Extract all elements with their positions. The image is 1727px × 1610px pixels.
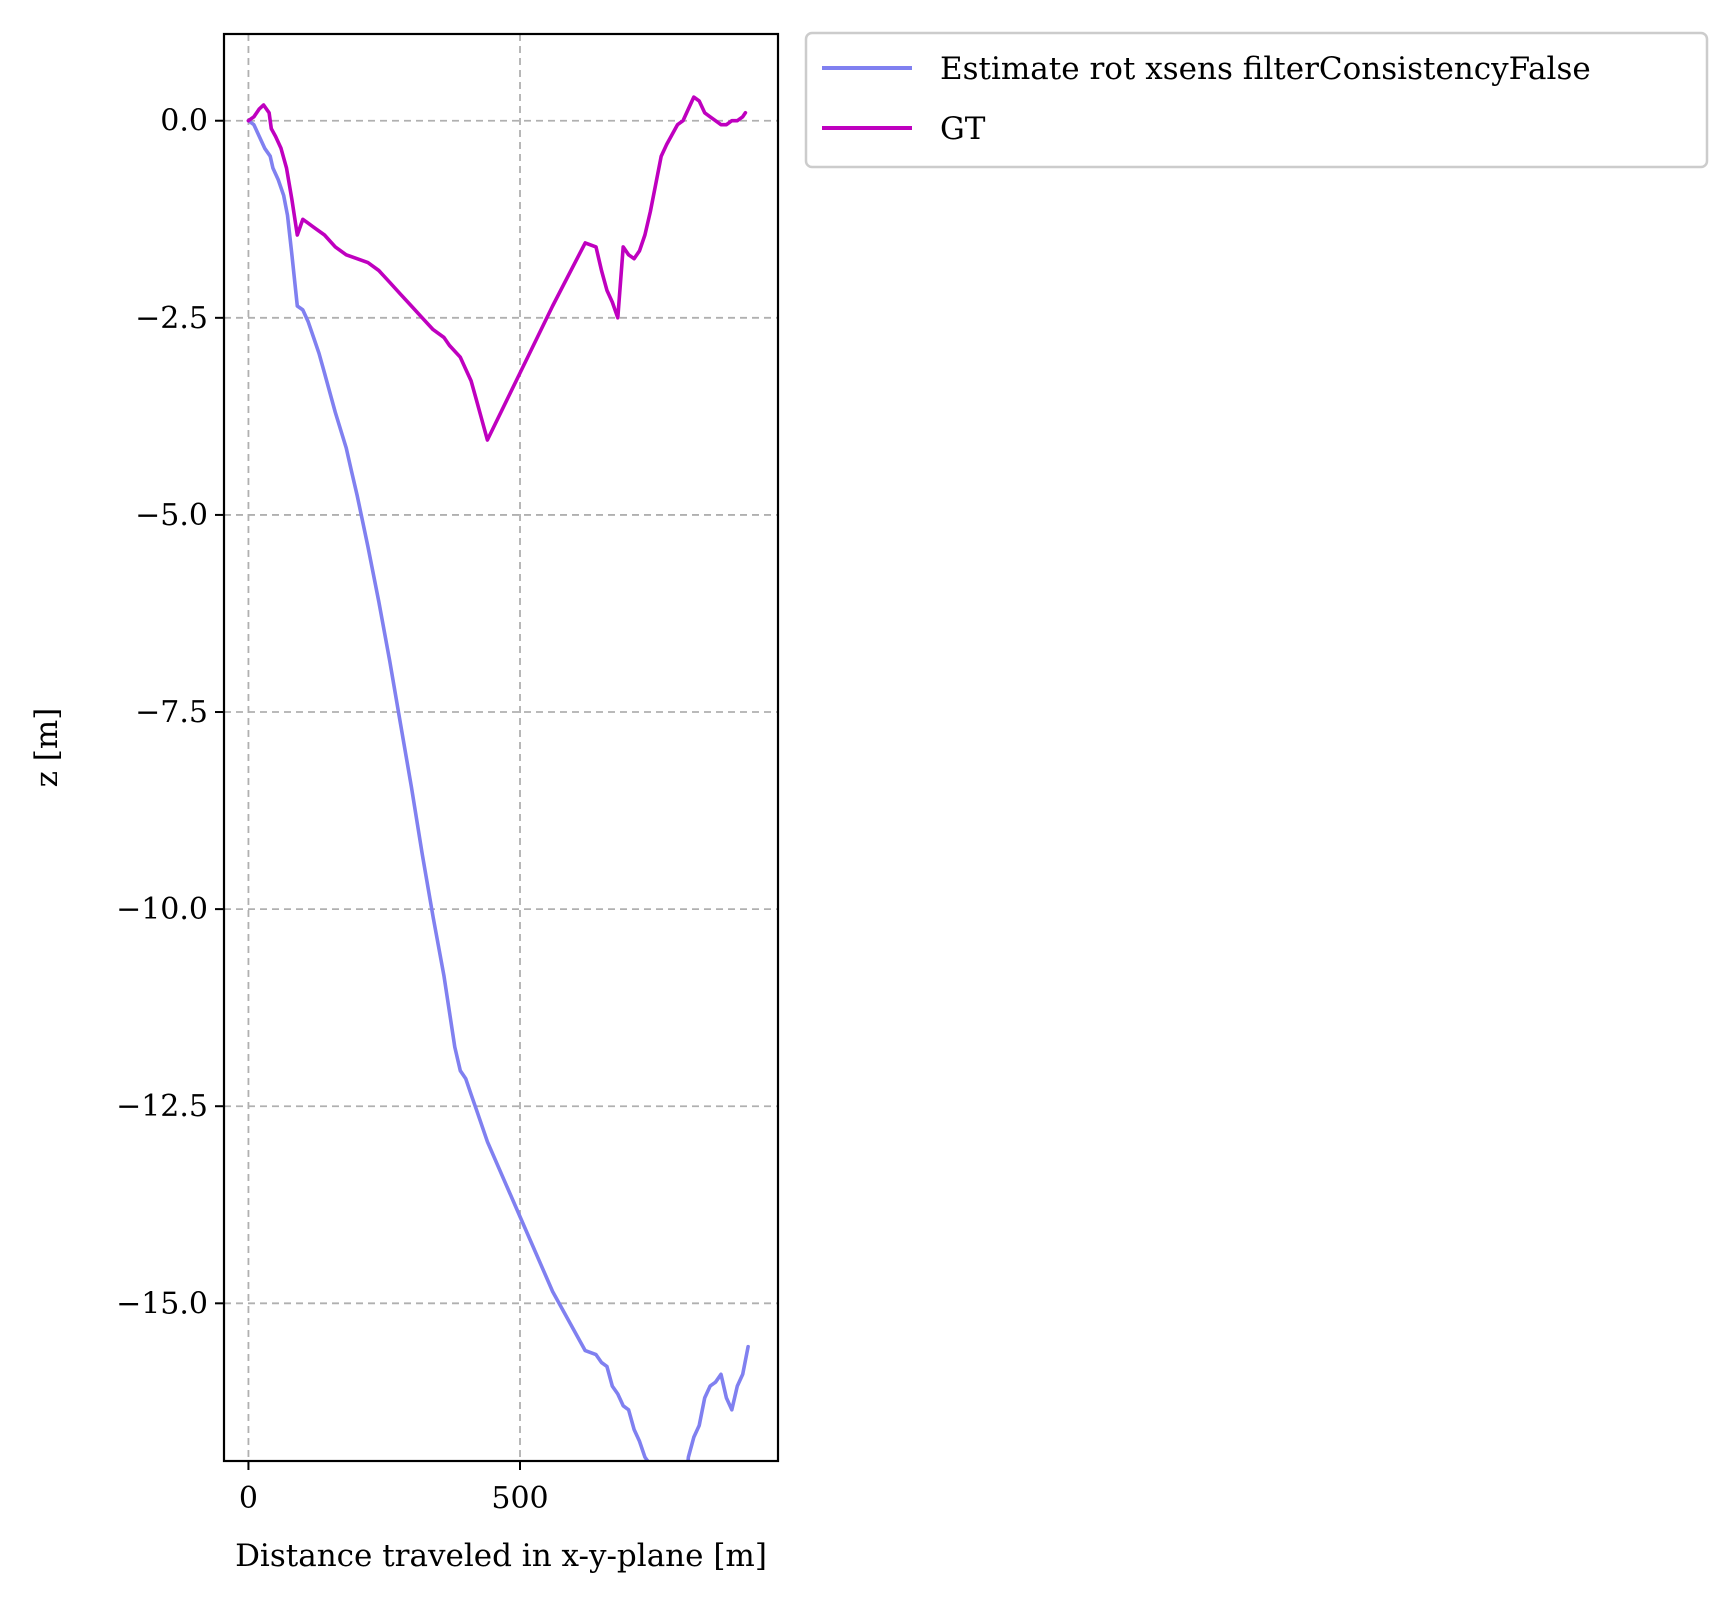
legend-box (804, 31, 1709, 169)
legend-label-estimate: Estimate rot xsens filterConsistencyFals… (940, 51, 1591, 87)
y-tick-label: −2.5 (135, 301, 208, 336)
grid (224, 34, 778, 1461)
x-axis-label: Distance traveled in x-y-plane [m] (235, 1538, 767, 1574)
legend: Estimate rot xsens filterConsistencyFals… (804, 31, 1709, 169)
y-axis-label: z [m] (29, 708, 65, 788)
y-tick-label: −15.0 (116, 1286, 208, 1321)
y-tick-label: 0.0 (160, 104, 208, 139)
plot-frame (222, 32, 780, 1463)
series-line-estimate (246, 118, 750, 1461)
y-tick-label: −10.0 (116, 892, 208, 927)
series-layer (246, 95, 750, 1461)
legend-label-gt: GT (940, 111, 986, 147)
series-line-gt (246, 95, 748, 442)
ticks: 0 500 0.0 −2.5 −5.0 −7.5 −10.0 −12.5 −15.0 (116, 104, 549, 1516)
y-tick-label: −7.5 (135, 695, 208, 730)
x-tick-label: 500 (491, 1481, 548, 1516)
x-tick-label: 0 (239, 1481, 258, 1516)
y-tick-label: −5.0 (135, 498, 208, 533)
y-tick-label: −12.5 (116, 1089, 208, 1124)
